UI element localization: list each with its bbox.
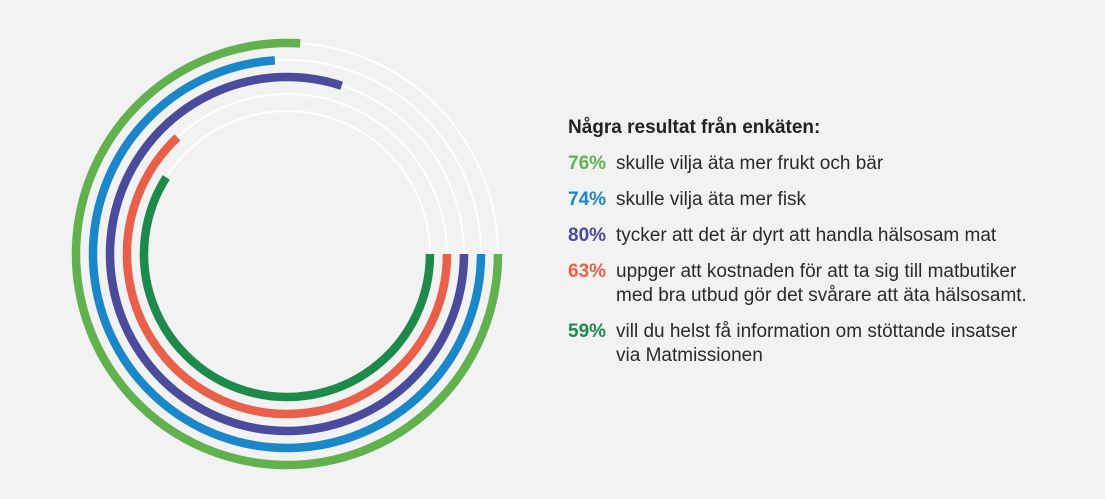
legend-percent: 63% — [568, 261, 607, 282]
legend-text: uppger att kostnaden för att ta sig till… — [616, 260, 1088, 308]
radial-bar-chart — [71, 38, 503, 470]
legend-percent: 76% — [568, 153, 607, 174]
legend-text-line: via Matmissionen — [616, 345, 763, 366]
ring-arc-59-percent — [139, 175, 435, 402]
ring-arc-74-percent — [88, 56, 486, 453]
legend-item-4: 63% uppger att kostnaden för att ta sig t… — [568, 260, 1088, 308]
legend-text-line: skulle vilja äta mer fisk — [616, 189, 807, 210]
legend-text: skulle vilja äta mer fisk — [616, 188, 1088, 212]
legend-item-3: 80% tycker att det är dyrt att handla häl… — [568, 224, 1088, 248]
ring-arc-80-percent — [105, 72, 469, 436]
legend-percent: 74% — [568, 189, 607, 210]
ring-arc-63-percent — [122, 134, 452, 419]
legend-title: Några resultat från enkäten: — [568, 117, 821, 138]
legend-percent: 80% — [568, 225, 607, 246]
legend-text-line: med bra utbud gör det svårare att äta hä… — [616, 285, 1027, 306]
results-legend: Några resultat från enkäten: 76% skulle v… — [568, 116, 1088, 380]
legend-text: skulle vilja äta mer frukt och bär — [616, 152, 1088, 176]
legend-item-2: 74% skulle vilja äta mer fisk — [568, 188, 1088, 212]
legend-text: vill du helst få information om stöttand… — [616, 320, 1088, 368]
legend-text-line: tycker att det är dyrt att handla hälsos… — [616, 225, 997, 246]
legend-item-1: 76% skulle vilja äta mer frukt och bär — [568, 152, 1088, 176]
legend-text: tycker att det är dyrt att handla hälsos… — [616, 224, 1088, 248]
legend-percent: 59% — [568, 321, 607, 342]
legend-text-line: skulle vilja äta mer frukt och bär — [616, 153, 884, 174]
legend-text-line: vill du helst få information om stöttand… — [616, 321, 1018, 342]
legend-text-line: uppger att kostnaden för att ta sig till… — [616, 261, 1017, 282]
ring-arc-76-percent — [71, 38, 503, 470]
legend-item-5: 59% vill du helst få information om stött… — [568, 320, 1088, 368]
